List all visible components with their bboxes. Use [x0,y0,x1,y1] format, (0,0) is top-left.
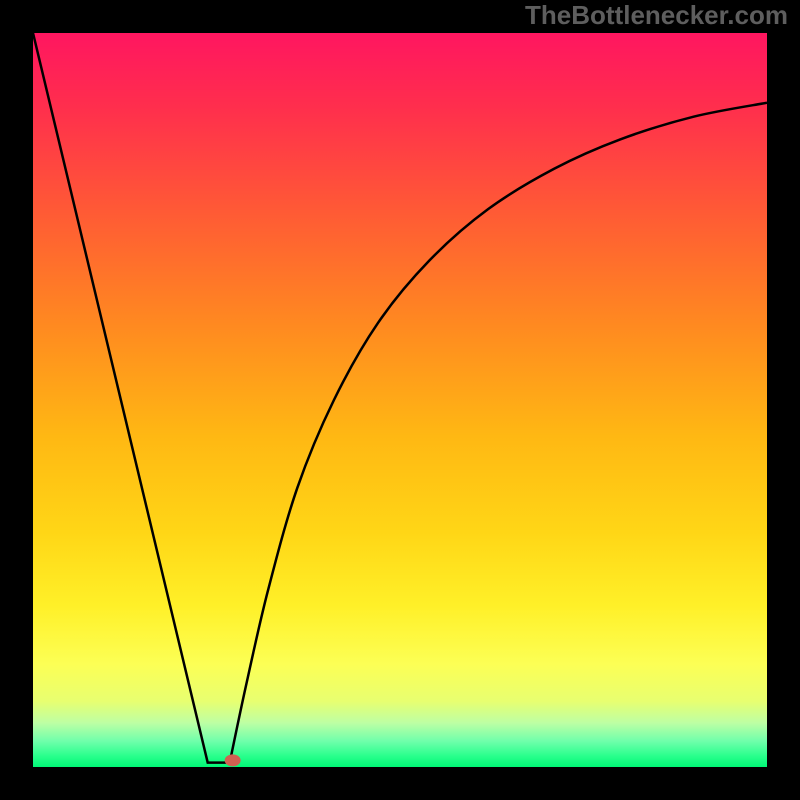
plot-area [33,33,767,767]
bottleneck-chart: TheBottlenecker.com [0,0,800,800]
optimal-marker [225,754,241,766]
watermark-text: TheBottlenecker.com [525,0,788,30]
